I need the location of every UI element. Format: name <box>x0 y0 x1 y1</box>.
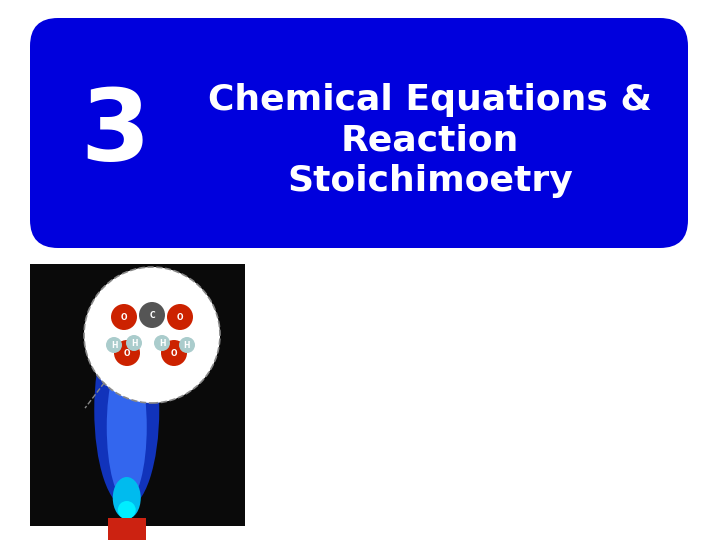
Circle shape <box>179 337 195 353</box>
Circle shape <box>167 304 193 330</box>
Circle shape <box>139 302 165 328</box>
Text: H: H <box>184 341 190 349</box>
Circle shape <box>106 337 122 353</box>
Text: O: O <box>124 348 130 357</box>
FancyBboxPatch shape <box>30 264 245 526</box>
FancyBboxPatch shape <box>108 518 145 540</box>
Text: Chemical Equations &: Chemical Equations & <box>208 83 652 117</box>
Circle shape <box>84 267 220 403</box>
Text: 3: 3 <box>80 84 150 181</box>
Text: C: C <box>149 310 155 320</box>
Circle shape <box>111 304 137 330</box>
Ellipse shape <box>107 353 147 501</box>
Text: O: O <box>121 313 127 321</box>
Ellipse shape <box>94 313 159 508</box>
Circle shape <box>126 335 142 351</box>
Circle shape <box>114 340 140 366</box>
Text: H: H <box>111 341 117 349</box>
FancyBboxPatch shape <box>30 18 688 248</box>
Text: Stoichimoetry: Stoichimoetry <box>287 164 573 198</box>
Ellipse shape <box>118 501 136 519</box>
Text: H: H <box>158 339 166 348</box>
Text: Reaction: Reaction <box>341 123 519 157</box>
Text: O: O <box>171 348 177 357</box>
Text: H: H <box>131 339 138 348</box>
Ellipse shape <box>113 477 140 519</box>
Text: O: O <box>176 313 184 321</box>
Circle shape <box>154 335 170 351</box>
Circle shape <box>161 340 187 366</box>
